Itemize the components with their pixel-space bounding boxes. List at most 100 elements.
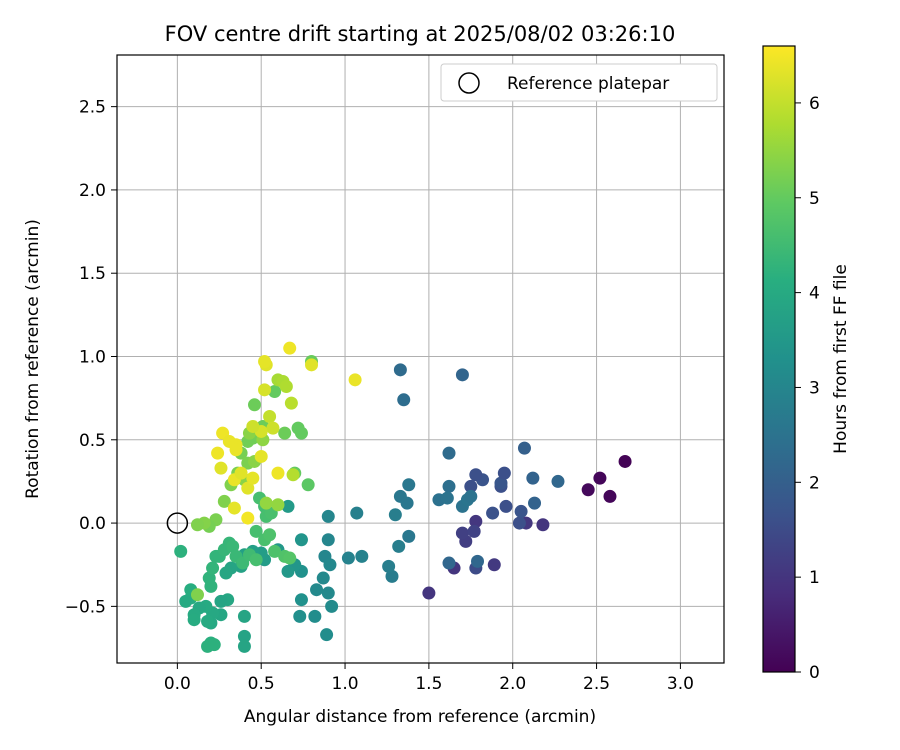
data-point <box>469 514 483 528</box>
data-point <box>464 489 478 503</box>
data-points <box>174 341 632 653</box>
y-tick-label: 2.5 <box>79 98 106 118</box>
data-point <box>247 398 261 412</box>
data-point <box>486 506 500 520</box>
data-point <box>593 471 607 485</box>
data-point <box>499 499 513 513</box>
y-tick-label: 1.5 <box>79 264 106 284</box>
x-axis-label: Angular distance from reference (arcmin) <box>244 707 596 727</box>
data-point <box>249 553 263 567</box>
data-point <box>536 518 550 532</box>
data-point <box>402 478 416 492</box>
data-point <box>397 393 411 407</box>
data-point <box>174 544 188 558</box>
data-point <box>455 526 469 540</box>
data-point <box>497 466 511 480</box>
data-point <box>294 533 308 547</box>
data-point <box>226 539 240 553</box>
data-point <box>227 501 241 515</box>
colorbar-label: Hours from first FF file <box>831 264 851 454</box>
data-point <box>214 461 228 475</box>
data-point <box>241 481 255 495</box>
data-point <box>471 554 485 568</box>
data-point <box>246 419 260 433</box>
legend-label: Reference platepar <box>507 74 669 94</box>
data-point <box>254 449 268 463</box>
data-point <box>325 599 339 613</box>
plot-frame <box>116 54 725 664</box>
y-tick-label: 0.5 <box>79 431 106 451</box>
x-tick-label: 1.5 <box>415 674 442 694</box>
colorbar-tick-label: 1 <box>809 568 820 588</box>
data-point <box>321 586 335 600</box>
data-point <box>320 628 334 642</box>
y-tick-label: −0.5 <box>65 597 106 617</box>
colorbar-tick-label: 0 <box>809 663 820 683</box>
data-point <box>308 609 322 623</box>
data-point <box>293 609 307 623</box>
y-axis-ticks: −0.5 0.0 0.5 1.0 1.5 2.0 2.5 <box>65 98 117 617</box>
x-tick-label: 2.5 <box>583 674 610 694</box>
data-point <box>512 516 526 530</box>
y-tick-label: 1.0 <box>79 348 106 368</box>
data-point <box>237 639 251 653</box>
data-point <box>286 468 300 482</box>
y-tick-label: 2.0 <box>79 181 106 201</box>
data-point <box>234 466 248 480</box>
data-point <box>323 558 337 572</box>
chart-title: FOV centre drift starting at 2025/08/02 … <box>165 22 676 46</box>
x-tick-label: 2.0 <box>499 674 526 694</box>
data-point <box>400 496 414 510</box>
data-point <box>281 564 295 578</box>
colorbar-tick-label: 2 <box>809 473 820 493</box>
data-point <box>442 479 456 493</box>
data-point <box>237 629 251 643</box>
data-point <box>187 613 201 627</box>
data-point <box>201 614 215 628</box>
data-point <box>455 368 469 382</box>
colorbar-tick-label: 4 <box>809 284 820 304</box>
data-point <box>211 446 225 460</box>
data-point <box>263 409 277 423</box>
colorbar-tick-label: 3 <box>809 378 820 398</box>
data-point <box>514 504 528 518</box>
grid-lines <box>117 55 724 663</box>
legend: Reference platepar <box>440 63 718 102</box>
data-point <box>464 479 478 493</box>
data-point <box>603 489 617 503</box>
x-tick-label: 3.0 <box>667 674 694 694</box>
x-axis-ticks: 0.0 0.5 1.0 1.5 2.0 2.5 3.0 <box>164 663 694 694</box>
x-tick-label: 0.0 <box>164 674 191 694</box>
data-point <box>388 508 402 522</box>
colorbar-tick-label: 5 <box>809 189 820 209</box>
data-point <box>241 511 255 525</box>
data-point <box>528 496 542 510</box>
data-point <box>190 518 204 532</box>
data-point <box>321 509 335 523</box>
data-point <box>341 551 355 565</box>
data-point <box>207 638 221 652</box>
colorbar-tick-label: 6 <box>809 94 820 114</box>
data-point <box>487 558 501 572</box>
legend-marker-icon <box>458 72 480 94</box>
data-point <box>316 571 330 585</box>
data-point <box>278 426 292 440</box>
data-point <box>321 533 335 547</box>
data-point <box>551 474 565 488</box>
data-point <box>271 498 285 512</box>
data-point <box>206 561 220 575</box>
data-point <box>494 476 508 490</box>
data-point <box>202 571 216 585</box>
data-point <box>618 454 632 468</box>
data-point <box>440 491 454 505</box>
data-point <box>214 594 228 608</box>
data-point <box>422 586 436 600</box>
data-point <box>263 528 277 542</box>
data-point <box>190 588 204 602</box>
data-point <box>355 549 369 563</box>
data-point <box>179 594 193 608</box>
data-point <box>442 556 456 570</box>
x-tick-label: 1.0 <box>332 674 359 694</box>
data-point <box>249 524 263 538</box>
